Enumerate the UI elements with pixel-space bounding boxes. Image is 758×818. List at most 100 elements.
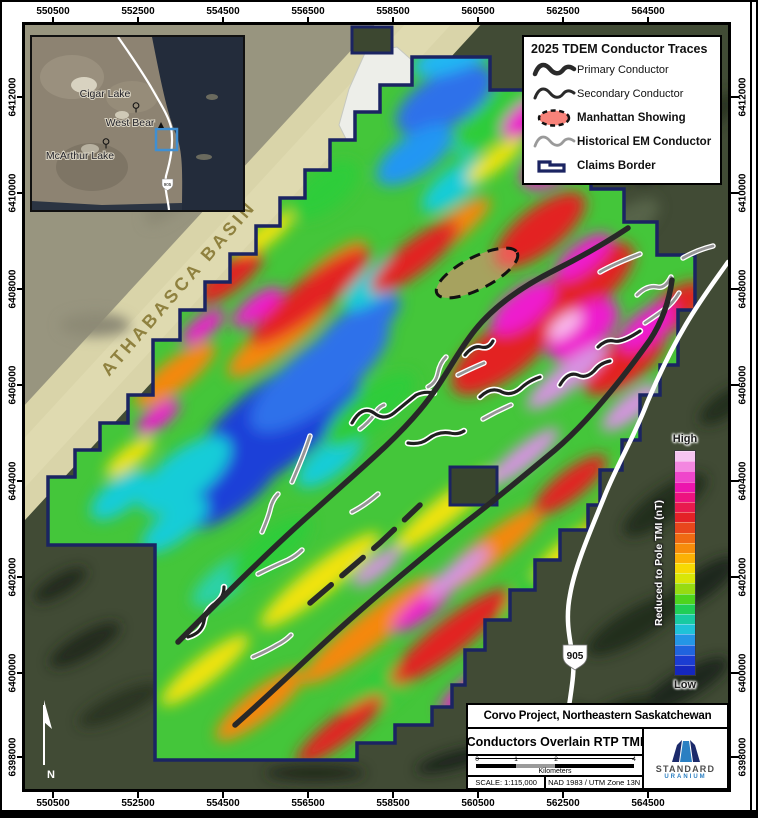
axis-tick — [17, 191, 25, 195]
historical-em-conductors — [250, 243, 716, 660]
company-logo: STANDARD URANIUM — [644, 729, 729, 790]
logo-name: STANDARD — [655, 764, 716, 774]
x-axis-label: 564500 — [631, 6, 665, 17]
axis-tick — [306, 790, 310, 798]
colorbar-gradient — [675, 451, 695, 676]
scale-bar: 0 1 2 4 Kilometers — [466, 756, 644, 777]
legend-label: Historical EM Conductor — [577, 136, 712, 148]
y-axis-label: 6406000 — [737, 365, 749, 405]
x-axis-label: 560500 — [461, 6, 495, 17]
svg-text:905: 905 — [567, 651, 584, 662]
scale-tick: 2 — [554, 756, 558, 763]
axis-tick — [646, 17, 650, 25]
axis-tick — [561, 790, 565, 798]
x-axis-label: 562500 — [546, 798, 580, 809]
inset-road-shield: 905 — [161, 178, 174, 191]
inset-water-bottom — [32, 201, 182, 210]
legend-label: Claims Border — [577, 160, 656, 172]
x-axis-label: 560500 — [461, 798, 495, 809]
axis-tick — [17, 755, 25, 759]
inset-lakes — [71, 77, 218, 160]
claims-border — [46, 55, 697, 762]
colorbar-high-label: High — [672, 433, 698, 445]
axis-tick — [17, 287, 25, 291]
axis-tick — [17, 95, 25, 99]
x-axis-label: 558500 — [376, 6, 410, 17]
x-axis-label: 552500 — [121, 798, 155, 809]
secondary-conductor-icon — [531, 84, 577, 104]
axis-tick — [561, 17, 565, 25]
legend-row-secondary: Secondary Conductor — [531, 82, 713, 106]
scale-text: SCALE: 1:115,000 — [466, 777, 545, 790]
y-axis-label: 6400000 — [737, 653, 749, 693]
axis-tick — [731, 95, 739, 99]
axis-tick — [17, 383, 25, 387]
y-axis-label: 6398000 — [737, 737, 749, 777]
datum-text: NAD 1983 / UTM Zone 13N — [544, 777, 644, 790]
axis-tick — [136, 790, 140, 798]
scale-unit: Kilometers — [538, 768, 572, 775]
claim-cell-top — [350, 25, 394, 55]
mine-icon: ⚲ — [102, 136, 111, 150]
axis-tick — [221, 790, 225, 798]
legend-label: Manhattan Showing — [577, 112, 686, 124]
y-axis-label: 6404000 — [737, 461, 749, 501]
axis-tick — [17, 671, 25, 675]
primary-conductors — [175, 225, 675, 728]
legend-label: Secondary Conductor — [577, 88, 684, 100]
primary-conductor-icon — [531, 60, 577, 80]
x-axis-label: 564500 — [631, 798, 665, 809]
x-axis-label: 554500 — [206, 6, 240, 17]
axis-tick — [646, 790, 650, 798]
inset-label-mcarthur-lake: McArthur Lake — [46, 150, 114, 162]
svg-text:905: 905 — [164, 182, 172, 187]
inset-canvas: ⚲ ⚲ Cigar Lake West Bear McArthur Lake 9… — [32, 36, 243, 211]
y-axis-label: 6402000 — [737, 557, 749, 597]
legend-row-manhattan: Manhattan Showing — [531, 106, 713, 130]
x-axis-label: 556500 — [291, 798, 325, 809]
title-block: Corvo Project, Northeastern Saskatchewan… — [466, 703, 729, 790]
scale-bar-segments — [476, 764, 634, 768]
x-axis-label: 558500 — [376, 798, 410, 809]
scale-tick: 0 — [475, 756, 479, 763]
legend-row-claims: Claims Border — [531, 154, 713, 178]
colorbar — [674, 450, 696, 676]
road-shield-905: 905 — [562, 644, 588, 671]
inset-water — [152, 37, 243, 210]
axis-tick — [136, 17, 140, 25]
axis-tick — [221, 17, 225, 25]
x-axis-label: 550500 — [36, 6, 70, 17]
axis-tick — [731, 383, 739, 387]
claims-border-icon — [531, 156, 577, 176]
axis-tick — [51, 17, 55, 25]
scale-tick: 4 — [632, 756, 636, 763]
axis-tick — [731, 191, 739, 195]
map-title: Corvo Project, Northeastern Saskatchewan — [466, 703, 729, 729]
historical-em-conductor-icon — [531, 132, 577, 152]
axis-tick — [731, 479, 739, 483]
legend-row-primary: Primary Conductor — [531, 58, 713, 82]
axis-tick — [391, 790, 395, 798]
map-subtitle: Conductors Overlain RTP TMI — [466, 729, 644, 756]
y-axis-label: 6408000 — [737, 269, 749, 309]
outer-right-line — [750, 0, 752, 818]
west-bear-marker — [158, 122, 164, 128]
north-arrow: N — [43, 700, 55, 781]
axis-tick — [731, 287, 739, 291]
scale-tick: 1 — [514, 756, 518, 763]
axis-tick — [476, 790, 480, 798]
axis-tick — [306, 17, 310, 25]
legend-row-historical: Historical EM Conductor — [531, 130, 713, 154]
mine-icon: ⚲ — [132, 100, 141, 114]
manhattan-showing-ellipse — [434, 246, 520, 300]
inset-locator-box — [154, 127, 179, 152]
north-label: N — [47, 769, 55, 781]
inset-map: ⚲ ⚲ Cigar Lake West Bear McArthur Lake 9… — [30, 35, 245, 212]
y-axis-label: 6410000 — [737, 173, 749, 213]
legend-title: 2025 TDEM Conductor Traces — [531, 42, 708, 56]
x-axis-label: 556500 — [291, 6, 325, 17]
axis-tick — [391, 17, 395, 25]
inset-label-cigar-lake: Cigar Lake — [80, 88, 131, 100]
legend: 2025 TDEM Conductor Traces Primary Condu… — [522, 35, 722, 185]
